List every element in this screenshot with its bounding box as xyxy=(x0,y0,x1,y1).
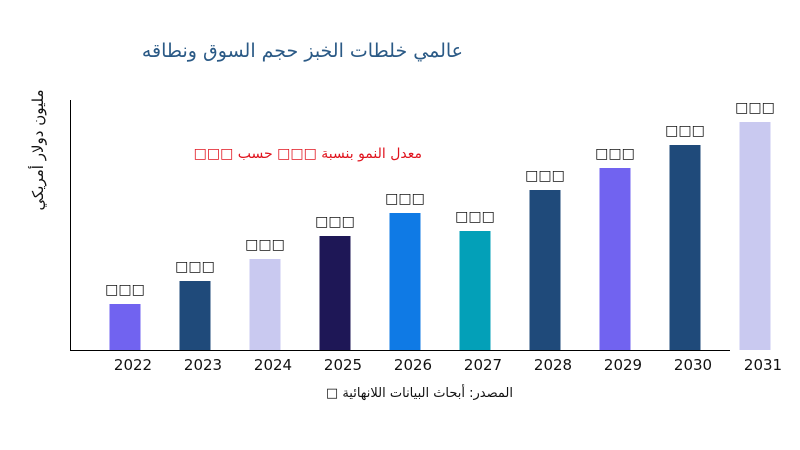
bar-2029 xyxy=(599,168,631,350)
bar-2024 xyxy=(249,259,281,350)
data-label-2030: □□□ xyxy=(665,123,705,139)
bar-2023 xyxy=(179,281,211,350)
data-label-2022: □□□ xyxy=(105,282,145,298)
data-label-2026: □□□ xyxy=(385,191,425,207)
x-tick-label: 2023 xyxy=(184,356,222,374)
data-label-2031: □□□ xyxy=(735,100,775,116)
x-tick-label: 2029 xyxy=(604,356,642,374)
x-tick-label: 2026 xyxy=(394,356,432,374)
bar-2028 xyxy=(529,190,561,350)
bar-2022 xyxy=(109,304,141,350)
x-tick-label: 2022 xyxy=(114,356,152,374)
source-note: المصدر: أبحاث البيانات اللانهائية □ xyxy=(325,386,513,401)
bar-2025 xyxy=(319,236,351,350)
bar-2026 xyxy=(389,213,421,350)
bar-2031 xyxy=(739,122,771,350)
x-tick-label: 2024 xyxy=(254,356,292,374)
data-label-2027: □□□ xyxy=(455,209,495,225)
chart-title: عالمي خلطات الخبز حجم السوق ونطاقه xyxy=(141,40,463,62)
data-label-2025: □□□ xyxy=(315,214,355,230)
data-label-2029: □□□ xyxy=(595,146,635,162)
x-tick-label: 2028 xyxy=(534,356,572,374)
data-label-2024: □□□ xyxy=(245,237,285,253)
data-label-2023: □□□ xyxy=(175,259,215,275)
data-label-2028: □□□ xyxy=(525,168,565,184)
x-tick-label: 2031 xyxy=(744,356,782,374)
bar-2030 xyxy=(669,145,701,350)
x-tick-label: 2025 xyxy=(324,356,362,374)
growth-annotation: معدل النمو بنسبة □□□ حسب □□□ xyxy=(193,146,422,162)
x-tick-label: 2027 xyxy=(464,356,502,374)
x-tick-label: 2030 xyxy=(674,356,712,374)
bar-2027 xyxy=(459,231,491,350)
